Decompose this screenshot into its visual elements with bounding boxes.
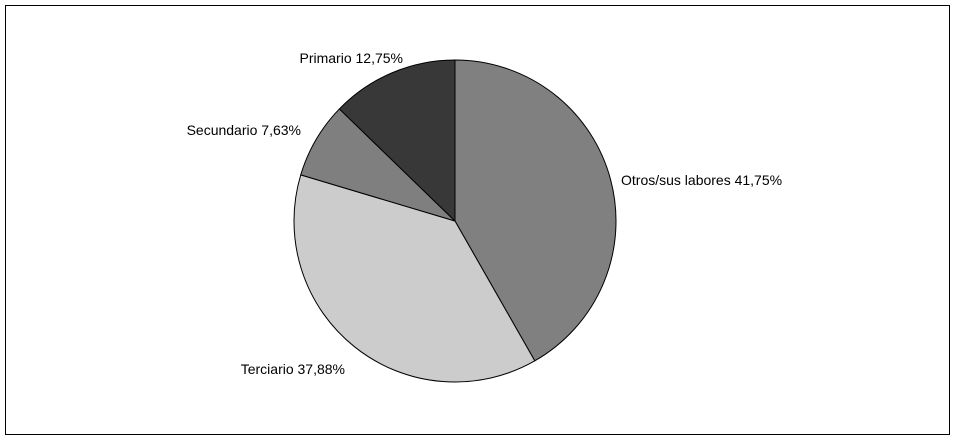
slice-label-secundario: Secundario 7,63% [187, 122, 301, 138]
slice-label-primario: Primario 12,75% [300, 50, 404, 66]
slice-label-terciario: Terciario 37,88% [241, 361, 345, 377]
slice-label-otros-sus-labores: Otros/sus labores 41,75% [621, 172, 782, 188]
pie-slices [293, 59, 617, 383]
pie-slice-primario [338, 59, 456, 222]
pie-slice-otros-sus-labores [454, 59, 617, 362]
pie-slice-terciario [293, 174, 536, 383]
pie-labels: Otros/sus labores 41,75% Terciario 37,88%… [187, 50, 783, 377]
pie-chart: Otros/sus labores 41,75% Terciario 37,88%… [187, 50, 783, 383]
